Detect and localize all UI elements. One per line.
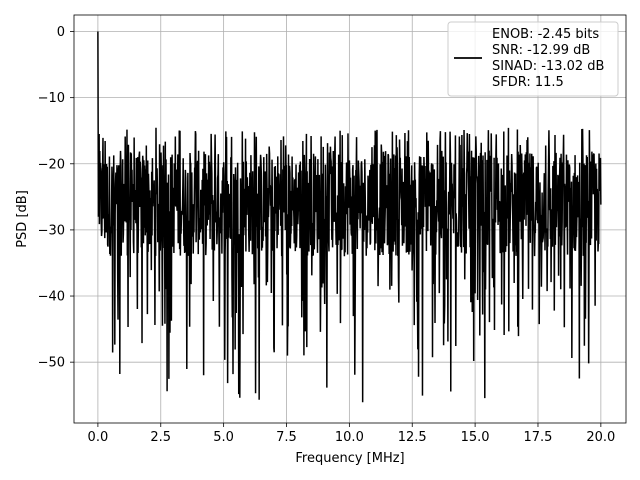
y-tick-label: −10	[38, 91, 65, 106]
x-tick-label: 0.0	[88, 430, 109, 445]
x-tick-label: 5.0	[213, 430, 234, 445]
x-axis-label: Frequency [MHz]	[295, 451, 404, 466]
psd-series	[97, 31, 602, 403]
y-axis-ticks: 0 −10 −20 −30 −40 −50	[38, 25, 74, 371]
x-axis-ticks: 0.0 2.5 5.0 7.5 10.0 12.5 15.0 17.5 20.0	[88, 423, 615, 445]
psd-line	[97, 31, 602, 403]
x-tick-label: 17.5	[524, 430, 553, 445]
legend: ENOB: -2.45 bits SNR: -12.99 dB SINAD: -…	[447, 21, 619, 97]
x-tick-label: 7.5	[276, 430, 297, 445]
x-tick-label: 20.0	[586, 430, 615, 445]
x-tick-label: 12.5	[398, 430, 427, 445]
x-tick-label: 15.0	[461, 430, 490, 445]
legend-line-enob: ENOB: -2.45 bits	[492, 27, 599, 42]
y-tick-label: −20	[38, 157, 65, 172]
legend-line-sinad: SINAD: -13.02 dB	[492, 59, 604, 74]
y-tick-label: 0	[57, 25, 65, 40]
plot-frame	[73, 14, 627, 424]
legend-line-sfdr: SFDR: 11.5	[492, 75, 564, 90]
y-tick-label: −40	[38, 290, 65, 305]
x-tick-label: 10.0	[335, 430, 364, 445]
y-axis-label: PSD [dB]	[15, 190, 30, 248]
x-tick-label: 2.5	[150, 430, 171, 445]
legend-box	[447, 21, 619, 97]
y-tick-label: −50	[38, 356, 65, 371]
y-tick-label: −30	[38, 223, 65, 238]
legend-line-snr: SNR: -12.99 dB	[492, 43, 590, 58]
